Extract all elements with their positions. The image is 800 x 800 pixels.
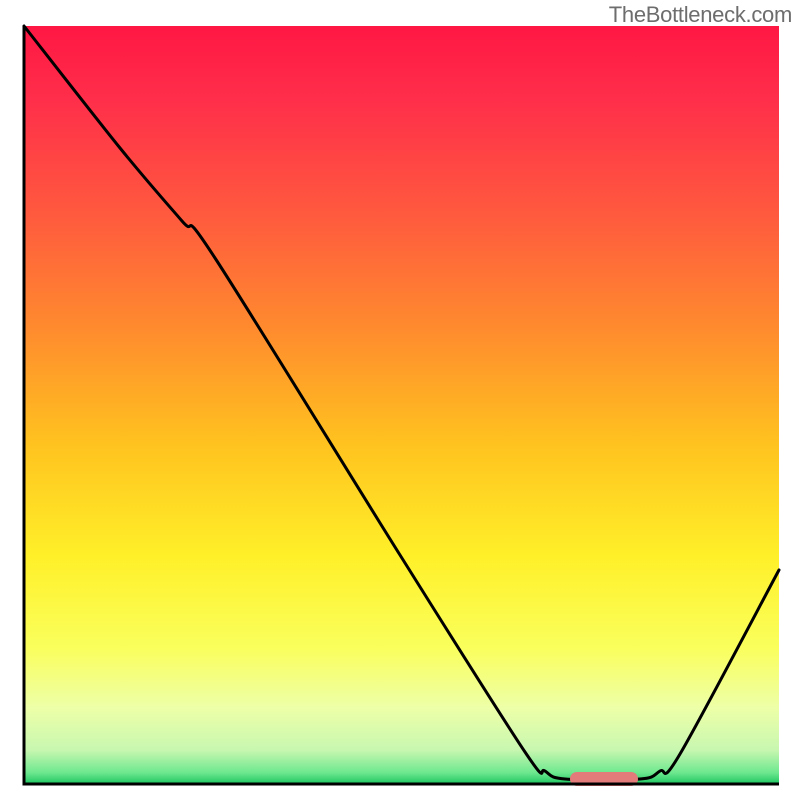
watermark-text: TheBottleneck.com: [609, 2, 792, 28]
chart-svg: [0, 0, 800, 800]
chart-container: TheBottleneck.com: [0, 0, 800, 800]
plot-background: [24, 26, 779, 784]
